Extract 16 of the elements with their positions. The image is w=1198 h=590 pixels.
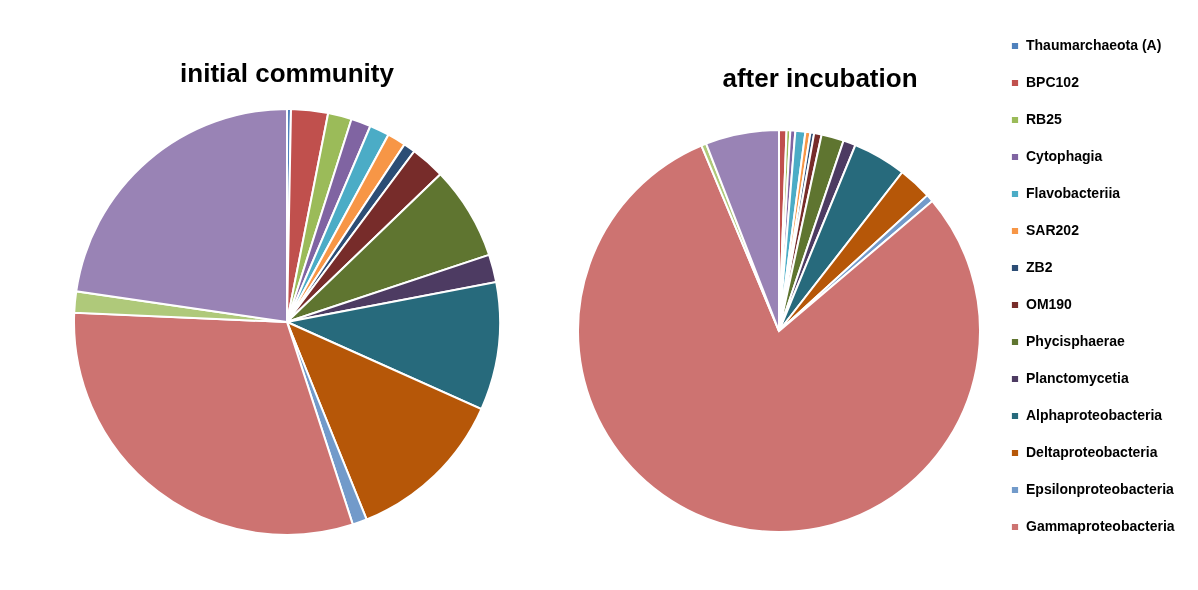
legend-label: Deltaproteobacteria	[1026, 444, 1158, 460]
legend-label: Phycisphaerae	[1026, 333, 1126, 349]
legend-label: Flavobacteriia	[1026, 185, 1121, 201]
legend-label: RB25	[1026, 111, 1063, 127]
legend-label: Gammaproteobacteria	[1026, 518, 1175, 534]
legend-label: Planctomycetia	[1026, 370, 1129, 386]
slice-label: initial community	[180, 58, 395, 88]
legend-label: Epsilonproteobacteria	[1026, 481, 1175, 497]
legend-label: Alphaproteobacteria	[1026, 407, 1163, 423]
legend-label: Thaumarchaeota (A)	[1026, 37, 1162, 53]
legend-label: ZB2	[1026, 259, 1053, 275]
legend-label: Cytophagia	[1026, 148, 1103, 164]
slice-label: after incubation	[722, 63, 918, 93]
legend-label: BPC102	[1026, 74, 1080, 90]
legend-label: OM190	[1026, 296, 1073, 312]
legend-label: SAR202	[1026, 222, 1080, 238]
